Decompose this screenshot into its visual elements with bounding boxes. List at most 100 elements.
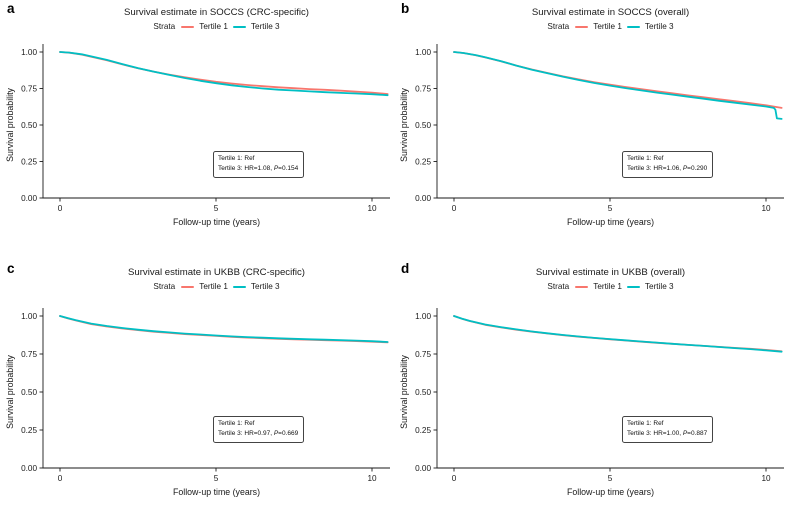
panel-letter-b: b — [401, 1, 410, 16]
axis-lines — [42, 308, 390, 469]
legend-key-tertile1-icon — [181, 285, 195, 288]
survival-plot: 1.00 0.75 0.50 0.25 0.00 0 5 10 Follow-up time (… — [399, 308, 784, 497]
y-axis-title: Survival probability — [399, 87, 409, 161]
x-tick-label: 5 — [608, 474, 613, 483]
survival-plot: 1.00 0.75 0.50 0.25 0.00 0 5 10 Follow-up time (… — [399, 44, 784, 227]
x-tick-label: 10 — [367, 204, 377, 213]
chart-title: Survival estimate in SOCCS (CRC-specific… — [124, 7, 309, 18]
panel-c: c Survival estimate in UKBB (CRC-specifi… — [0, 253, 394, 507]
survival-curve-tertile-1 — [453, 51, 783, 109]
legend-key-tertile3-icon — [232, 285, 246, 288]
legend-key-tertile3-icon — [626, 25, 640, 28]
y-tick-label: 0.25 — [415, 426, 431, 435]
legend-key-tertile1-icon — [181, 25, 195, 28]
hr-annotation-box: Tertile 1: Ref Tertile 3: HR=1.08, P=0.1… — [213, 151, 305, 178]
x-tick-label: 10 — [367, 474, 377, 483]
x-tick-label: 10 — [761, 204, 771, 213]
x-axis-title: Follow-up time (years) — [173, 487, 260, 497]
x-tick-label: 0 — [452, 474, 457, 483]
survival-curve-tertile-3 — [59, 315, 389, 343]
y-tick-label: 1.00 — [21, 312, 37, 321]
x-tick-label: 10 — [761, 474, 771, 483]
panel-letter-c: c — [7, 261, 15, 276]
panel-d: d Survival estimate in UKBB (overall) St… — [394, 253, 788, 507]
x-tick-label: 0 — [58, 474, 63, 483]
legend: Strata Tertile 1 Tertile 3 — [437, 282, 784, 291]
survival-curve-tertile-3 — [59, 51, 389, 97]
y-tick-label: 0.50 — [415, 388, 431, 397]
y-tick-label: 0.75 — [415, 350, 431, 359]
panel-b: b Survival estimate in SOCCS (overall) S… — [394, 0, 788, 253]
legend-key-tertile3-icon — [232, 25, 246, 28]
y-tick-label: 0.25 — [415, 157, 431, 166]
y-tick-label: 0.75 — [415, 84, 431, 93]
survival-plot: 1.00 0.75 0.50 0.25 0.00 0 5 10 Follow-up time (… — [5, 308, 390, 497]
hr-annotation-box: Tertile 1: Ref Tertile 3: HR=0.97, P=0.6… — [213, 416, 305, 443]
x-axis-title: Follow-up time (years) — [567, 217, 654, 227]
y-tick-label: 0.00 — [415, 464, 431, 473]
annotation-line2: Tertile 3: HR=1.08, P=0.154 — [218, 165, 299, 173]
legend: Strata Tertile 1 Tertile 3 — [43, 22, 390, 31]
x-tick-label: 5 — [214, 204, 219, 213]
y-tick-label: 0.50 — [415, 121, 431, 130]
y-tick-label: 0.00 — [21, 464, 37, 473]
x-tick-label: 0 — [58, 204, 63, 213]
chart-title: Survival estimate in UKBB (CRC-specific) — [128, 267, 305, 278]
survival-plot: 1.00 0.75 0.50 0.25 0.00 0 5 10 Follow-up time (… — [5, 44, 390, 227]
survival-curve-tertile-1 — [59, 51, 389, 95]
x-axis-title: Follow-up time (years) — [173, 217, 260, 227]
y-tick-label: 1.00 — [21, 48, 37, 57]
legend-label-tertile1: Tertile 1 — [199, 22, 228, 31]
legend-label-tertile3: Tertile 3 — [644, 22, 674, 31]
legend: Strata Tertile 1 Tertile 3 — [437, 22, 784, 31]
panel-a: a Survival estimate in SOCCS (CRC-specif… — [0, 0, 394, 253]
legend-key-tertile1-icon — [575, 25, 589, 28]
legend-key-tertile1-icon — [575, 285, 589, 288]
y-tick-label: 0.75 — [21, 350, 37, 359]
legend-label-tertile3: Tertile 3 — [644, 282, 674, 291]
chart-title: Survival estimate in UKBB (overall) — [535, 267, 686, 278]
legend: Strata Tertile 1 Tertile 3 — [43, 282, 390, 291]
chart-title: Survival estimate in SOCCS (overall) — [531, 7, 690, 18]
y-tick-label: 1.00 — [415, 312, 431, 321]
annotation-line2: Tertile 3: HR=1.06, P=0.290 — [627, 165, 708, 173]
legend-label-tertile1: Tertile 1 — [593, 22, 622, 31]
annotation-line1: Tertile 1: Ref — [218, 155, 255, 162]
y-tick-label: 0.75 — [21, 84, 37, 93]
y-axis-title: Survival probability — [5, 354, 15, 428]
survival-curve-tertile-1 — [59, 315, 389, 344]
legend-title: Strata — [547, 282, 570, 291]
y-tick-label: 0.50 — [21, 388, 37, 397]
y-tick-label: 1.00 — [415, 48, 431, 57]
hr-annotation-box: Tertile 1: Ref Tertile 3: HR=1.06, P=0.2… — [622, 151, 714, 178]
y-tick-label: 0.00 — [21, 194, 37, 203]
axis-lines — [436, 44, 784, 199]
legend-title: Strata — [153, 282, 176, 291]
y-tick-label: 0.50 — [21, 121, 37, 130]
survival-curve-tertile-3 — [453, 315, 783, 353]
y-tick-label: 0.25 — [21, 426, 37, 435]
legend-title: Strata — [547, 22, 570, 31]
legend-label-tertile1: Tertile 1 — [199, 282, 228, 291]
annotation-line2: Tertile 3: HR=0.97, P=0.669 — [218, 430, 299, 438]
hr-annotation-box: Tertile 1: Ref Tertile 3: HR=1.00, P=0.8… — [622, 416, 714, 443]
survival-curve-tertile-3 — [453, 51, 783, 120]
annotation-line1: Tertile 1: Ref — [218, 420, 255, 427]
legend-key-tertile3-icon — [626, 285, 640, 288]
annotation-line2: Tertile 3: HR=1.00, P=0.887 — [627, 430, 708, 438]
survival-curve-tertile-1 — [453, 315, 783, 353]
legend-label-tertile3: Tertile 3 — [250, 22, 280, 31]
y-tick-label: 0.25 — [21, 157, 37, 166]
y-axis-title: Survival probability — [5, 87, 15, 161]
y-tick-label: 0.00 — [415, 194, 431, 203]
x-tick-label: 5 — [214, 474, 219, 483]
x-axis-title: Follow-up time (years) — [567, 487, 654, 497]
annotation-line1: Tertile 1: Ref — [627, 420, 664, 427]
x-tick-label: 0 — [452, 204, 457, 213]
axis-lines — [436, 308, 784, 469]
panel-letter-d: d — [401, 261, 410, 276]
legend-title: Strata — [153, 22, 176, 31]
annotation-line1: Tertile 1: Ref — [627, 155, 664, 162]
x-tick-label: 5 — [608, 204, 613, 213]
